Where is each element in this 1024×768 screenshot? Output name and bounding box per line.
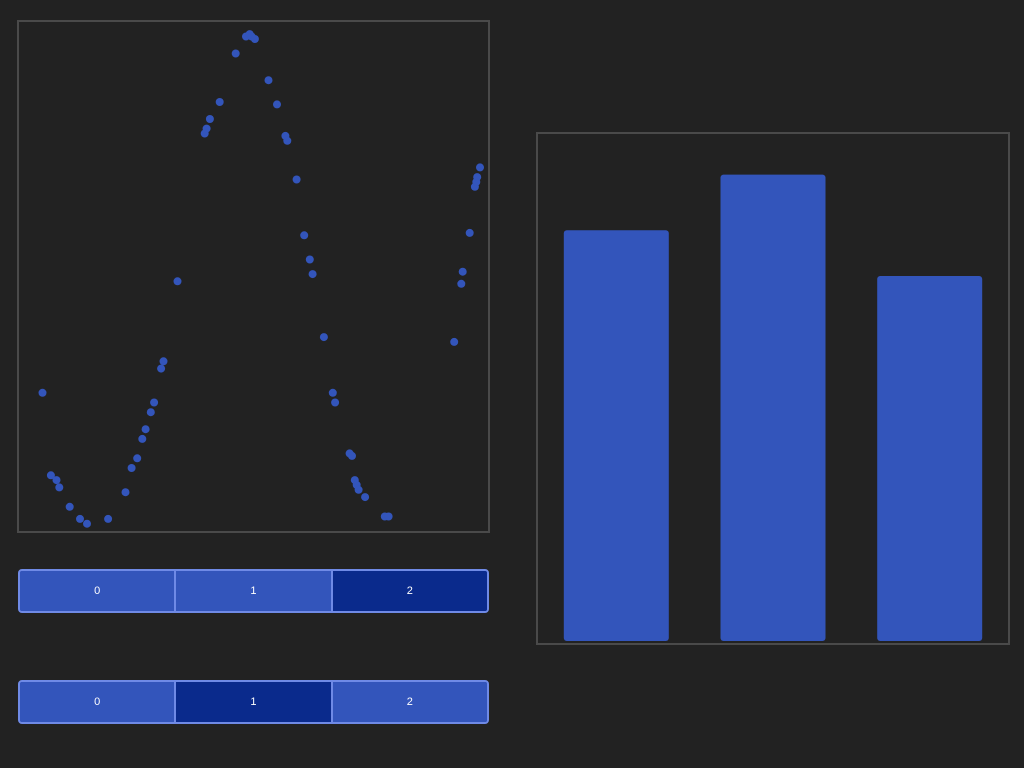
scatter-point xyxy=(328,388,337,397)
scatter-point xyxy=(354,485,363,494)
bar-0 xyxy=(563,230,669,642)
scatter-point xyxy=(55,483,64,492)
segment-top-option-0[interactable]: 0 xyxy=(20,571,177,611)
scatter-point xyxy=(205,115,214,123)
scatter-point xyxy=(331,398,340,407)
scatter-point xyxy=(264,76,273,85)
scatter-point xyxy=(104,514,113,523)
scatter-point xyxy=(450,337,459,346)
bar-1 xyxy=(720,174,826,641)
scatter-point xyxy=(283,136,292,145)
scatter-point xyxy=(305,255,314,264)
scatter-point xyxy=(319,333,328,342)
scatter-plot xyxy=(17,20,490,533)
segment-top-option-2[interactable]: 2 xyxy=(332,571,487,611)
scatter-point xyxy=(159,357,168,366)
scatter-point xyxy=(300,231,309,240)
scatter-point xyxy=(127,464,136,472)
segment-bottom-option-2[interactable]: 2 xyxy=(332,682,487,722)
scatter-point xyxy=(83,519,91,528)
scatter-point xyxy=(141,425,150,434)
scatter-point xyxy=(308,270,317,279)
scatter-point xyxy=(146,408,155,417)
scatter-plot-area xyxy=(38,30,484,528)
scatter-point xyxy=(133,454,142,463)
bar-chart-area xyxy=(563,174,983,642)
segment-bottom-option-1[interactable]: 1 xyxy=(176,682,333,722)
scatter-point xyxy=(202,124,211,133)
scatter-point xyxy=(138,434,147,443)
scatter-point xyxy=(46,471,55,480)
scatter-point xyxy=(250,35,259,43)
scatter-point xyxy=(361,493,370,502)
scatter-point xyxy=(348,451,356,460)
scatter-point xyxy=(121,488,130,497)
scatter-point xyxy=(150,398,159,407)
scatter-point xyxy=(215,98,224,106)
scatter-point xyxy=(173,277,182,286)
scatter-point xyxy=(292,175,301,184)
scatter-point xyxy=(76,514,84,523)
scatter-point xyxy=(384,512,393,521)
scatter-point xyxy=(473,173,482,182)
bar-2 xyxy=(877,276,983,641)
segmented-control-bottom: 0 1 2 xyxy=(18,680,489,724)
scatter-point xyxy=(231,49,240,58)
scatter-point xyxy=(457,279,466,288)
scatter-point xyxy=(465,228,474,237)
scatter-point xyxy=(65,502,74,511)
segment-bottom-option-0[interactable]: 0 xyxy=(20,682,177,722)
scatter-point xyxy=(38,388,47,397)
scatter-point xyxy=(476,163,484,172)
scatter-point xyxy=(52,476,61,485)
bar-chart xyxy=(536,132,1010,645)
scatter-point xyxy=(273,100,281,109)
segmented-control-top: 0 1 2 xyxy=(18,569,489,613)
segment-top-option-1[interactable]: 1 xyxy=(176,571,333,611)
scatter-point xyxy=(458,267,467,276)
scatter-point xyxy=(157,364,166,373)
